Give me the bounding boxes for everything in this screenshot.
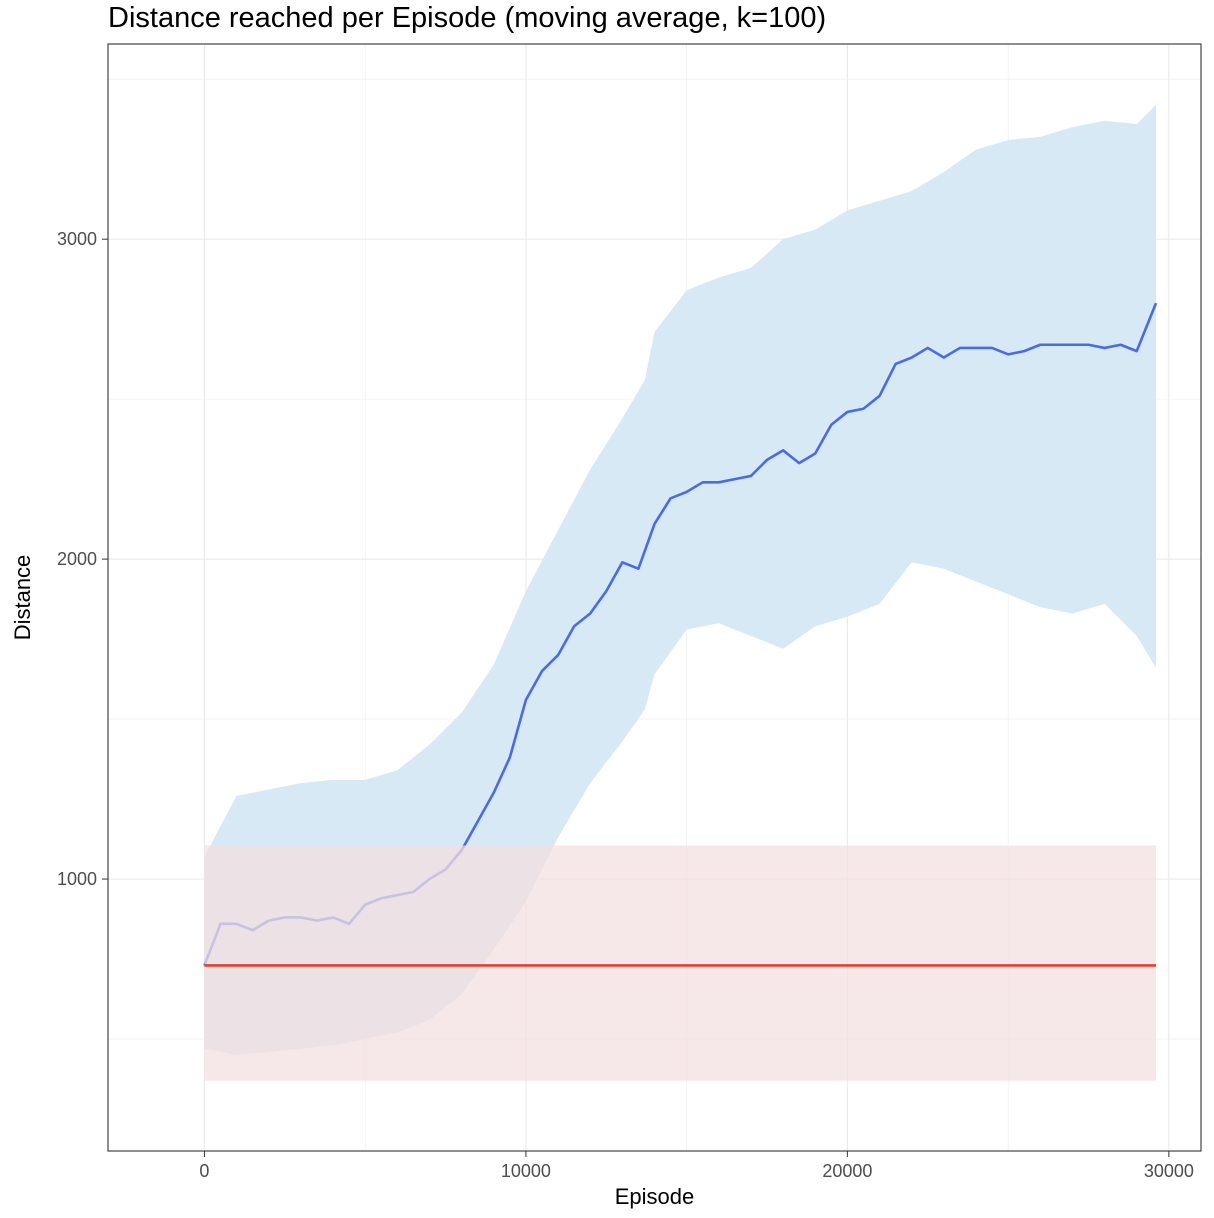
x-tick-label: 0 [199,1161,209,1181]
x-tick-label: 30000 [1144,1161,1194,1181]
y-tick-label: 3000 [57,229,97,249]
y-axis-title: Distance [10,555,35,641]
ticks: 0 10000 20000 30000 1000 2000 3000 [57,229,1194,1181]
series-layer [203,104,1158,1081]
series-band-0 [204,104,1156,1056]
x-axis-title: Episode [615,1184,695,1209]
plot-panel-border [107,43,1202,1152]
chart-title: Distance reached per Episode (moving ave… [108,2,827,34]
y-tick-label: 2000 [57,549,97,569]
x-tick-label: 20000 [822,1161,872,1181]
x-tick-label: 10000 [501,1161,551,1181]
series-band-2 [204,845,1156,1081]
y-tick-label: 1000 [57,869,97,889]
